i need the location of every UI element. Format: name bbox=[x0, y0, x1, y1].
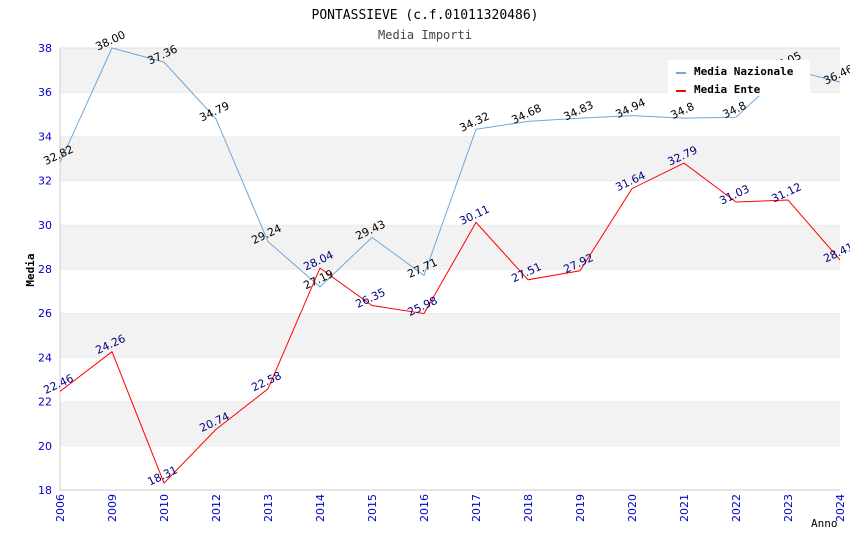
x-tick-label: 2018 bbox=[522, 494, 535, 522]
grid-band bbox=[60, 357, 840, 402]
y-axis-title: Media bbox=[24, 253, 37, 286]
y-tick-label: 38 bbox=[38, 42, 52, 55]
x-tick-label: 2013 bbox=[262, 494, 275, 522]
x-tick-label: 2020 bbox=[626, 494, 639, 522]
x-tick-label: 2017 bbox=[470, 494, 483, 522]
x-tick-label: 2015 bbox=[366, 494, 379, 522]
grid-band bbox=[60, 313, 840, 358]
x-tick-label: 2021 bbox=[678, 494, 691, 522]
x-axis-title: Anno bbox=[811, 517, 838, 530]
x-tick-label: 2009 bbox=[106, 494, 119, 522]
y-tick-label: 30 bbox=[38, 219, 52, 232]
grid-band bbox=[60, 401, 840, 446]
x-tick-label: 2006 bbox=[54, 494, 67, 522]
axes bbox=[59, 48, 840, 491]
y-tick-label: 34 bbox=[38, 130, 52, 143]
legend-box bbox=[668, 60, 810, 96]
chart-subtitle: Media Importi bbox=[378, 28, 472, 42]
x-tick-label: 2014 bbox=[314, 494, 327, 522]
x-tick-label: 2012 bbox=[210, 494, 223, 522]
y-tick-label: 22 bbox=[38, 396, 52, 409]
legend-label-ente: Media Ente bbox=[694, 83, 761, 96]
legend: Media Nazionale Media Ente bbox=[668, 60, 810, 96]
grid-band bbox=[60, 224, 840, 269]
x-tick-label: 2010 bbox=[158, 494, 171, 522]
x-tick-label: 2024 bbox=[834, 494, 847, 522]
x-tick-label: 2023 bbox=[782, 494, 795, 522]
series-lines bbox=[59, 47, 841, 485]
x-tick-label: 2019 bbox=[574, 494, 587, 522]
y-tick-label: 36 bbox=[38, 86, 52, 99]
series-line-media-nazionale bbox=[59, 47, 841, 288]
y-tick-label: 18 bbox=[38, 484, 52, 497]
series-line-media-ente bbox=[59, 162, 841, 485]
y-tick-label: 28 bbox=[38, 263, 52, 276]
y-tick-label: 24 bbox=[38, 351, 52, 364]
grid-band bbox=[60, 92, 840, 137]
x-tick-label: 2016 bbox=[418, 494, 431, 522]
y-tick-label: 32 bbox=[38, 175, 52, 188]
y-tick-label: 20 bbox=[38, 440, 52, 453]
x-tick-labels: 2006 2009 2010 2012 2013 2014 2015 2016 2017 2018… bbox=[54, 494, 847, 522]
grid-band bbox=[60, 269, 840, 314]
grid-band bbox=[60, 445, 840, 490]
y-tick-label: 26 bbox=[38, 307, 52, 320]
x-tick-label: 2022 bbox=[730, 494, 743, 522]
grid-band bbox=[60, 136, 840, 181]
legend-label-nazionale: Media Nazionale bbox=[694, 65, 794, 78]
chart-title: PONTASSIEVE (c.f.01011320486) bbox=[312, 8, 539, 23]
y-tick-labels: 18 20 22 24 26 28 30 32 34 36 38 bbox=[38, 42, 52, 497]
